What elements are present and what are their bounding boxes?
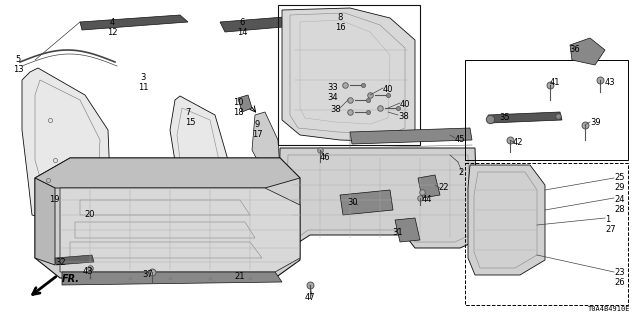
Text: 2: 2 xyxy=(458,168,463,177)
Polygon shape xyxy=(570,38,605,65)
Polygon shape xyxy=(80,15,188,30)
Text: 47: 47 xyxy=(305,293,316,302)
Text: 38: 38 xyxy=(398,112,409,121)
Polygon shape xyxy=(488,112,562,123)
Polygon shape xyxy=(22,68,110,220)
Bar xyxy=(278,5,420,145)
Text: 20: 20 xyxy=(84,210,95,219)
Polygon shape xyxy=(35,158,300,278)
Polygon shape xyxy=(395,218,420,242)
Polygon shape xyxy=(170,96,228,225)
Text: 41: 41 xyxy=(550,78,561,87)
Text: 21: 21 xyxy=(235,272,245,281)
Text: 40: 40 xyxy=(383,85,394,94)
Polygon shape xyxy=(55,255,94,265)
Text: 1
27: 1 27 xyxy=(605,215,616,234)
Polygon shape xyxy=(350,128,472,144)
Text: 42: 42 xyxy=(513,138,524,147)
Text: 37: 37 xyxy=(143,270,154,279)
Text: 44: 44 xyxy=(422,195,433,204)
Text: 3
11: 3 11 xyxy=(138,73,148,92)
Text: 22: 22 xyxy=(438,183,449,192)
Text: 45: 45 xyxy=(455,135,465,144)
Text: T0A4B4910E: T0A4B4910E xyxy=(588,306,630,312)
Polygon shape xyxy=(340,190,393,215)
Text: 6
14: 6 14 xyxy=(237,18,247,37)
Polygon shape xyxy=(60,188,300,272)
Polygon shape xyxy=(238,95,252,112)
Text: 31: 31 xyxy=(393,228,403,237)
Text: 33
34: 33 34 xyxy=(328,83,339,102)
Polygon shape xyxy=(220,15,318,32)
Text: 5
13: 5 13 xyxy=(13,55,23,74)
Text: 43: 43 xyxy=(605,78,616,87)
Text: 35: 35 xyxy=(500,113,510,122)
Text: 4
12: 4 12 xyxy=(107,18,117,37)
Text: 24
28: 24 28 xyxy=(614,195,625,214)
Polygon shape xyxy=(35,158,300,188)
Bar xyxy=(465,163,628,305)
Polygon shape xyxy=(278,148,478,248)
Text: 19: 19 xyxy=(49,195,60,204)
Text: 36: 36 xyxy=(570,45,580,54)
Polygon shape xyxy=(62,272,282,285)
Text: 10
18: 10 18 xyxy=(233,98,243,117)
Text: 38: 38 xyxy=(330,105,340,114)
Text: 40: 40 xyxy=(400,100,410,109)
Text: 46: 46 xyxy=(320,153,331,162)
Text: 30: 30 xyxy=(348,198,358,207)
Text: FR.: FR. xyxy=(62,274,80,284)
Text: 43: 43 xyxy=(83,267,93,276)
Polygon shape xyxy=(418,175,440,198)
Text: 8
16: 8 16 xyxy=(335,13,346,32)
Polygon shape xyxy=(35,178,55,265)
Text: 32: 32 xyxy=(55,258,66,267)
Polygon shape xyxy=(282,8,415,142)
Polygon shape xyxy=(252,112,280,175)
Text: 39: 39 xyxy=(590,118,600,127)
Bar xyxy=(465,60,628,160)
Text: 23
26: 23 26 xyxy=(614,268,625,287)
Polygon shape xyxy=(468,165,545,275)
Text: 9
17: 9 17 xyxy=(252,120,262,139)
Text: 7
15: 7 15 xyxy=(185,108,195,127)
Text: 25
29: 25 29 xyxy=(614,173,625,192)
